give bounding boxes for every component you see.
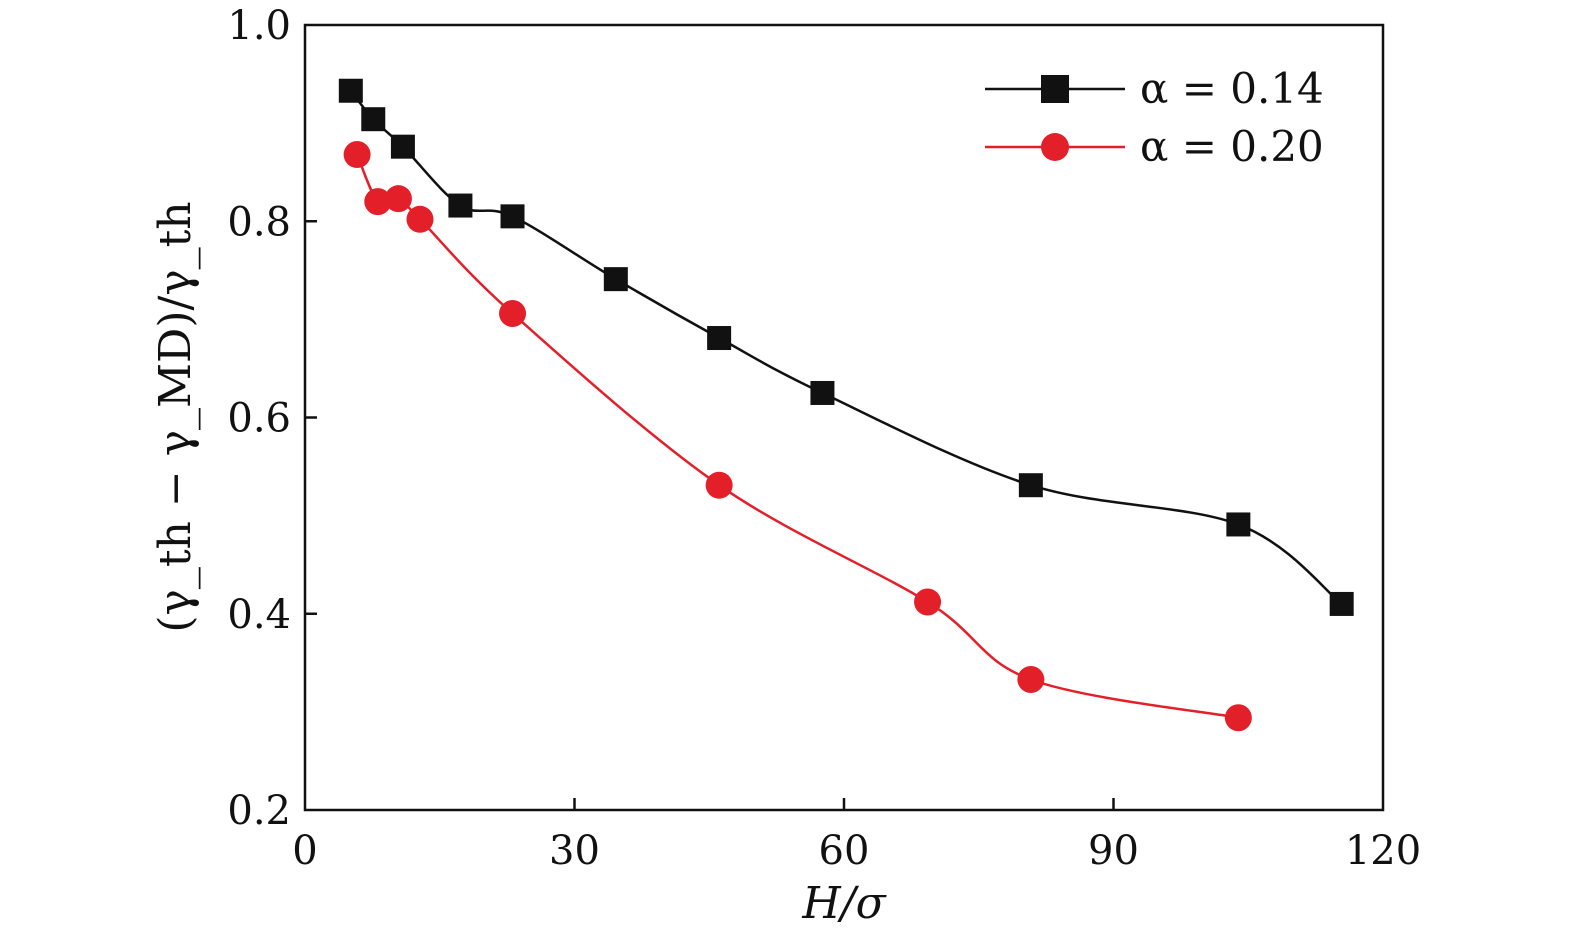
y-tick-label: 0.4 xyxy=(227,592,291,638)
data-point-circle xyxy=(343,141,371,169)
x-tick-label: 120 xyxy=(1345,828,1421,874)
data-point-square xyxy=(603,267,628,292)
data-point-square xyxy=(1329,591,1354,616)
data-point-square xyxy=(361,107,386,132)
data-point-square xyxy=(390,134,415,159)
y-axis-label: (γ_th − γ_MD)/γ_th xyxy=(150,201,201,632)
x-tick-label: 30 xyxy=(549,828,600,874)
data-point-circle xyxy=(499,299,527,327)
legend: α = 0.14 α = 0.20 xyxy=(985,64,1324,171)
x-axis-label: H/σ xyxy=(801,878,887,929)
data-point-circle xyxy=(914,588,942,616)
data-point-square xyxy=(338,78,363,103)
legend-label-alpha-020: α = 0.20 xyxy=(1140,122,1324,171)
series-line-2 xyxy=(355,154,1239,719)
data-point-square xyxy=(1226,512,1251,537)
data-point-circle xyxy=(1224,704,1252,732)
data-point-square xyxy=(500,204,525,229)
y-tick-label: 0.6 xyxy=(227,396,291,442)
y-tick-label: 0.8 xyxy=(227,199,291,245)
data-point-square xyxy=(448,193,473,218)
data-point-circle xyxy=(406,205,434,233)
data-point-circle xyxy=(1017,665,1045,693)
x-tick-label: 0 xyxy=(292,828,317,874)
data-point-square xyxy=(1018,473,1043,498)
x-ticks: 0 30 60 90 120 xyxy=(292,798,1421,874)
legend-label-alpha-014: α = 0.14 xyxy=(1140,64,1324,113)
x-tick-label: 60 xyxy=(819,828,870,874)
y-tick-label: 0.2 xyxy=(227,788,291,834)
data-point-square xyxy=(810,380,835,405)
legend-marker-circle xyxy=(1041,133,1069,161)
y-ticks: 0.2 0.4 0.6 0.8 1.0 xyxy=(227,3,317,834)
x-tick-label: 90 xyxy=(1088,828,1139,874)
series-layer xyxy=(338,78,1354,732)
data-point-circle xyxy=(705,471,733,499)
legend-marker-square xyxy=(1041,75,1069,103)
data-point-circle xyxy=(364,188,392,216)
data-point-circle xyxy=(384,185,412,213)
data-point-square xyxy=(707,326,732,351)
y-tick-label: 1.0 xyxy=(227,3,291,49)
